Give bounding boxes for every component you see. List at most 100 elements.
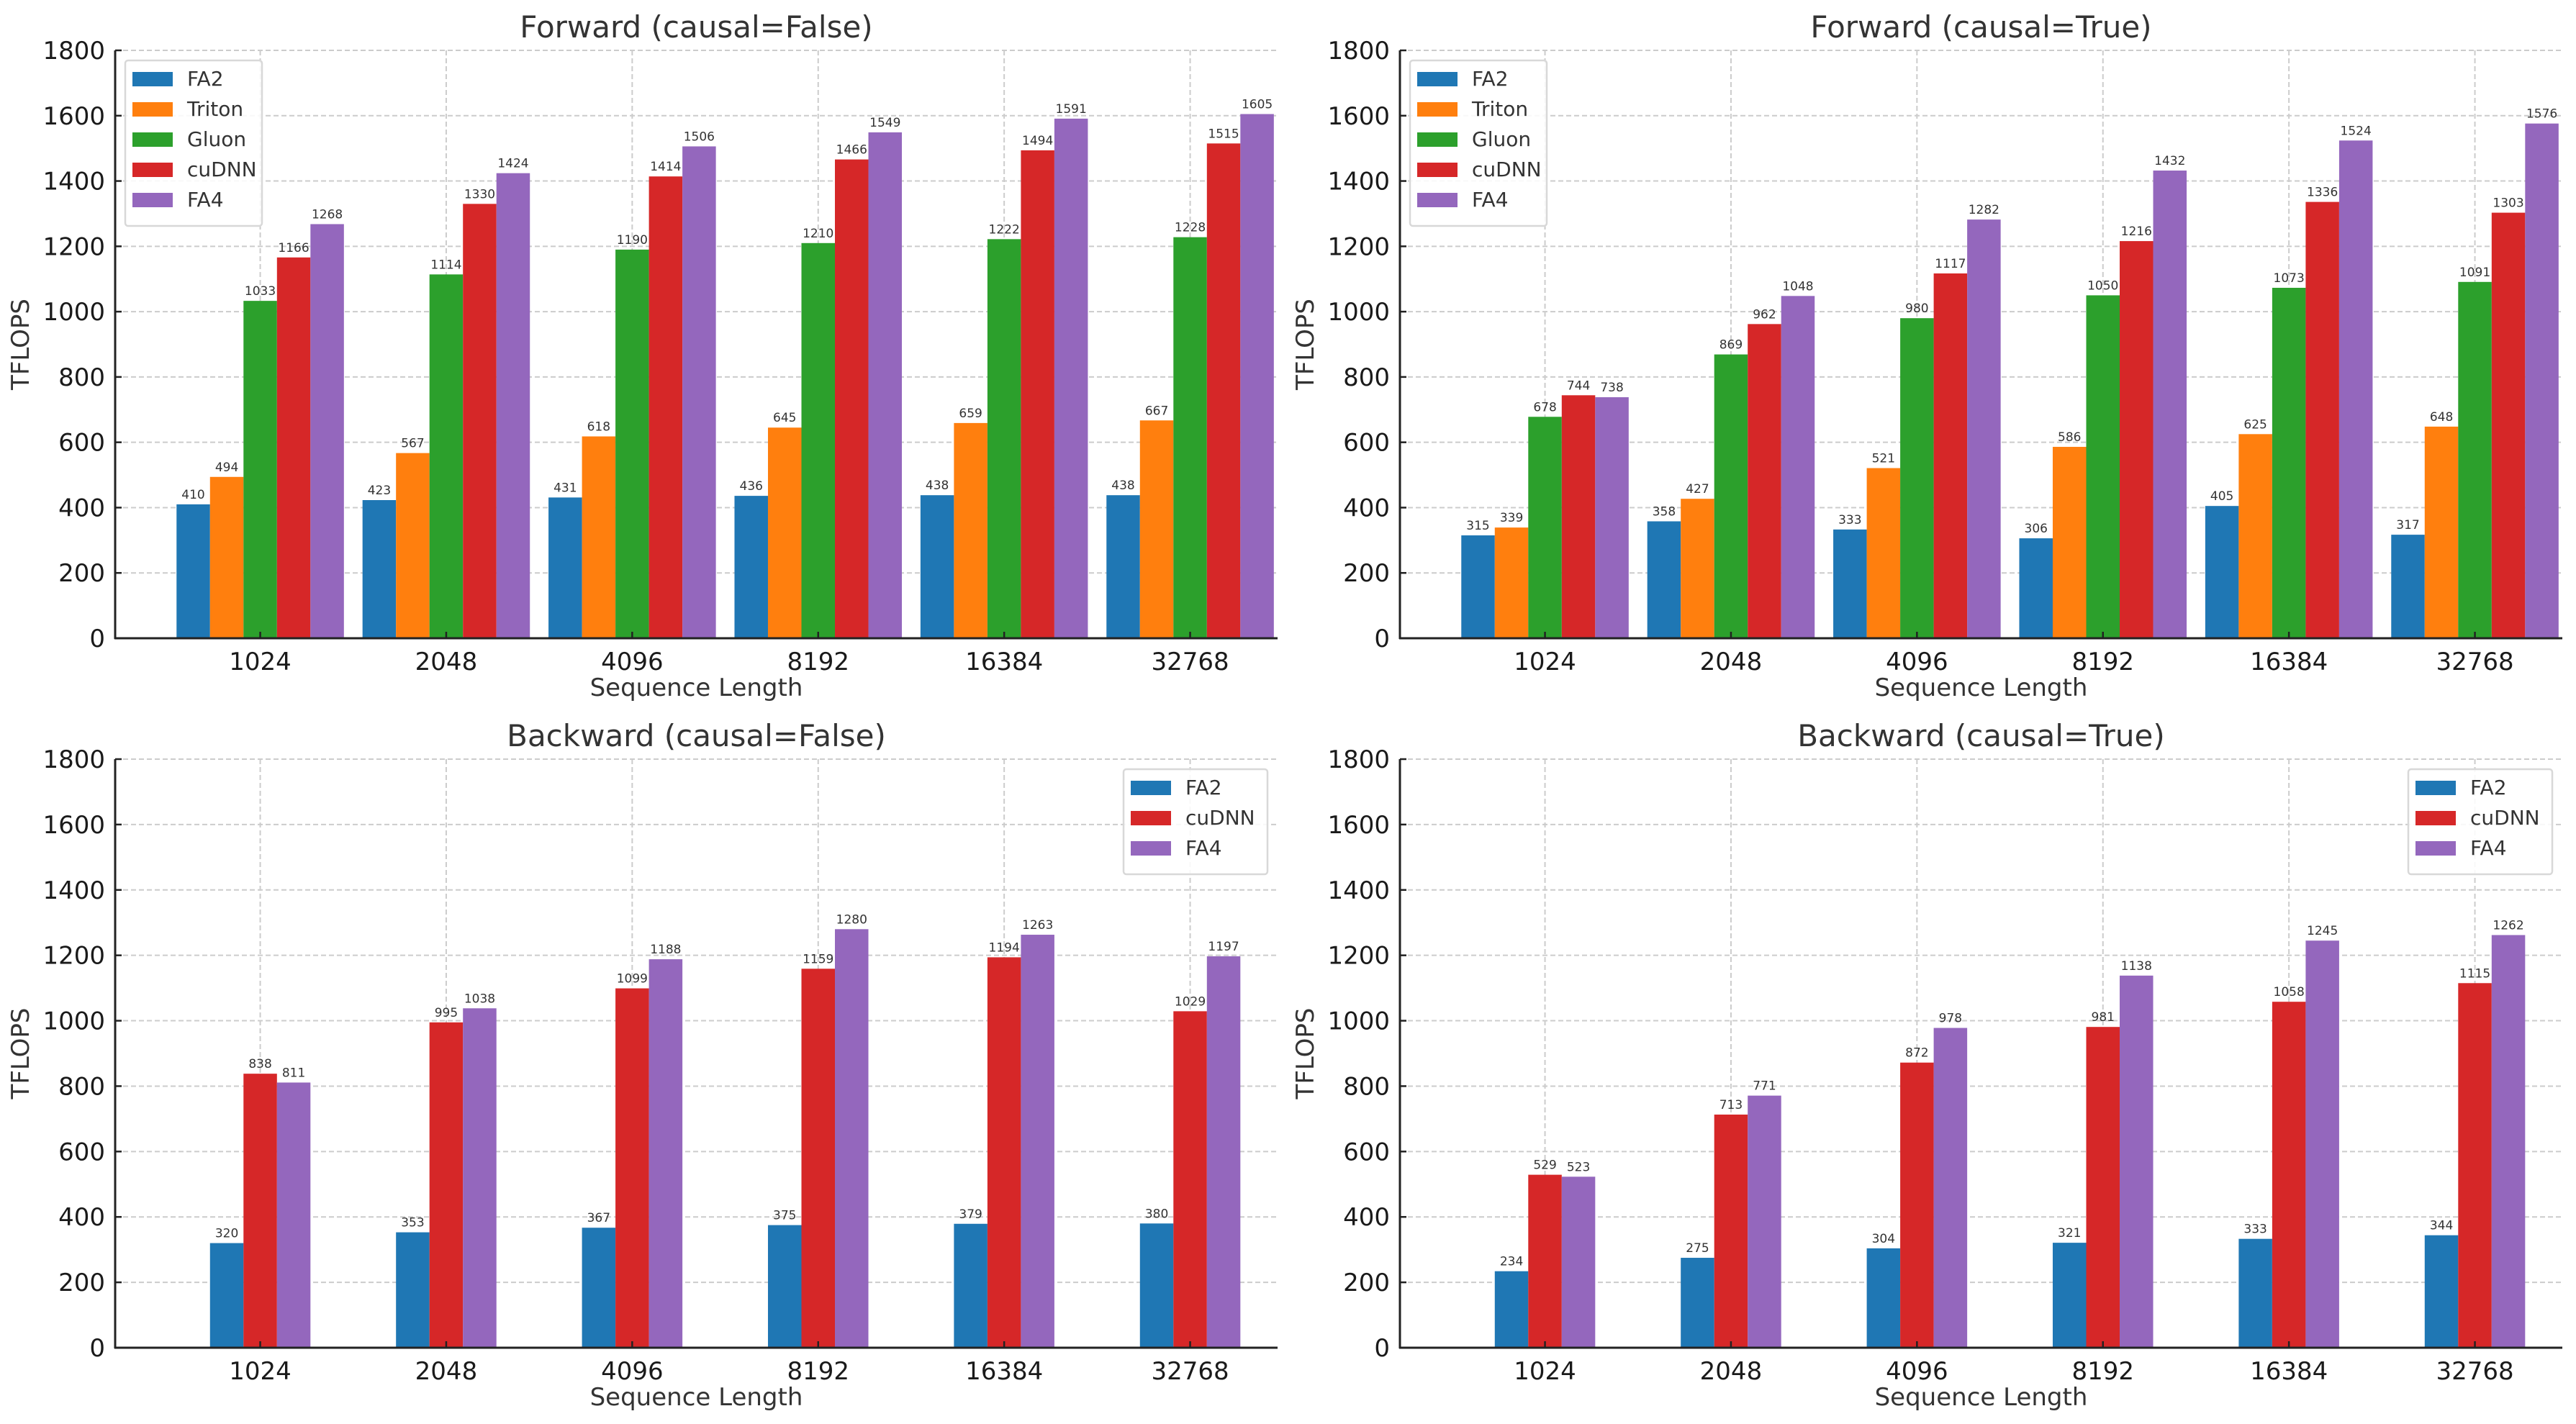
y-tick-label: 1800: [1327, 37, 1390, 65]
y-tick-label: 0: [1374, 1334, 1390, 1363]
data-label: 1466: [836, 143, 867, 158]
bar-fa4-16384: [2338, 140, 2373, 639]
data-label: 494: [215, 461, 238, 475]
y-tick-label: 0: [1374, 625, 1390, 653]
bar-gluon-16384: [2272, 287, 2306, 638]
bar-fa2-32768: [1139, 1223, 1174, 1348]
bar-fa4-4096: [1967, 219, 2001, 638]
legend-label: cuDNN: [187, 158, 257, 181]
bar-triton-1024: [1494, 527, 1529, 638]
x-tick-label: 4096: [601, 1357, 664, 1386]
y-axis-label: TFLOPS: [1291, 299, 1320, 391]
y-tick-label: 200: [1343, 1269, 1390, 1297]
chart-title: Forward (causal=True): [1810, 9, 2151, 45]
bars: 315 358 333 306 405 317 339 427 521 586 625 648 678 8…: [1461, 107, 2559, 639]
bar-fa4-32768: [1240, 114, 1274, 639]
data-label: 1424: [497, 157, 528, 171]
y-tick-label: 1400: [42, 876, 105, 905]
legend-label: cuDNN: [1472, 158, 1542, 181]
data-label: 1506: [684, 130, 715, 144]
data-label: 1245: [2307, 924, 2338, 938]
x-tick-label: 32768: [2436, 648, 2513, 676]
legend-swatch-fa2: [2415, 781, 2456, 795]
y-tick-label: 1800: [1327, 745, 1390, 774]
data-label: 321: [2058, 1226, 2081, 1241]
bar-cudnn-8192: [801, 969, 836, 1348]
bar-triton-8192: [767, 427, 802, 638]
legend-swatch-triton: [1417, 102, 1458, 117]
y-axis-label: TFLOPS: [6, 1008, 35, 1100]
bar-fa4-16384: [1021, 935, 1054, 1348]
y-tick-label: 1800: [42, 37, 105, 65]
data-label: 1197: [1208, 940, 1239, 954]
data-label: 1549: [869, 116, 900, 130]
data-label: 1262: [2493, 918, 2523, 933]
data-label: 1138: [2121, 959, 2152, 974]
legend-swatch-fa2: [1417, 72, 1458, 86]
bar-fa2-4096: [1833, 529, 1867, 638]
chart-title: Backward (causal=True): [1797, 718, 2165, 753]
bar-cudnn-4096: [1933, 273, 1968, 638]
legend-label: FA4: [1185, 836, 1222, 860]
x-tick-label: 4096: [1886, 1357, 1948, 1386]
bar-cudnn-32768: [2491, 212, 2526, 638]
legend-box: [124, 59, 263, 227]
chart-panel-1: 315 358 333 306 405 317 339 427 521 586 625 648 678 8…: [1291, 9, 2562, 702]
legend-swatch-fa4: [2415, 841, 2456, 856]
bar-triton-1024: [209, 476, 244, 638]
data-label: 869: [1719, 338, 1743, 353]
data-label: 1330: [464, 187, 495, 201]
bar-cudnn-8192: [2120, 241, 2154, 638]
data-label: 978: [1939, 1012, 1962, 1026]
data-label: 995: [435, 1006, 458, 1020]
data-label: 380: [1145, 1207, 1168, 1221]
bar-gluon-1024: [1528, 417, 1562, 638]
x-tick-label: 16384: [965, 1357, 1043, 1386]
data-label: 1210: [803, 227, 833, 241]
legend-swatch-cudnn: [132, 163, 173, 177]
y-tick-label: 800: [58, 1072, 105, 1101]
y-tick-label: 800: [1343, 1072, 1390, 1101]
legend-box: [1409, 59, 1548, 227]
data-label: 744: [1567, 378, 1590, 393]
x-axis-label: Sequence Length: [1875, 674, 2088, 702]
x-tick-label: 4096: [1886, 648, 1948, 676]
legend-swatch-cudnn: [1417, 163, 1458, 177]
legend-label: FA2: [187, 67, 224, 91]
y-tick-label: 1000: [1327, 1007, 1390, 1036]
data-label: 771: [1753, 1079, 1776, 1094]
bar-cudnn-4096: [648, 176, 683, 638]
bar-fa4-1024: [1595, 397, 1629, 638]
legend-label: cuDNN: [2470, 806, 2540, 830]
bar-gluon-2048: [1714, 354, 1748, 638]
bar-cudnn-2048: [463, 204, 497, 639]
legend-swatch-gluon: [132, 132, 173, 147]
x-tick-label: 1024: [1514, 1357, 1576, 1386]
y-tick-label: 1600: [1327, 102, 1390, 131]
bar-fa2-2048: [396, 1232, 430, 1348]
bar-fa2-2048: [362, 500, 397, 638]
legend-swatch-fa2: [1131, 781, 1171, 795]
data-label: 405: [2210, 489, 2233, 504]
bar-fa4-2048: [1748, 1095, 1781, 1348]
data-label: 275: [1686, 1241, 1709, 1256]
data-label: 438: [926, 479, 949, 493]
data-label: 1038: [464, 992, 495, 1006]
legend-label: Triton: [1471, 97, 1528, 121]
bar-fa4-2048: [1781, 296, 1815, 638]
data-label: 1515: [1208, 127, 1239, 141]
bars: 234 275 304 321 333 344 529 713 872 981 1058 1115 52…: [1494, 918, 2526, 1348]
bar-fa2-8192: [767, 1225, 802, 1348]
bar-fa2-8192: [2052, 1243, 2087, 1348]
data-label: 567: [401, 437, 424, 451]
legend-label: Gluon: [187, 127, 246, 151]
bar-fa2-4096: [582, 1228, 616, 1348]
data-label: 1117: [1935, 257, 1966, 271]
legend-label: FA4: [187, 188, 224, 212]
bar-fa4-4096: [682, 146, 716, 638]
y-tick-label: 1400: [1327, 168, 1390, 196]
bar-cudnn-16384: [2272, 1002, 2306, 1348]
bar-fa2-8192: [2019, 538, 2053, 638]
data-label: 1576: [2526, 107, 2557, 122]
bar-gluon-32768: [2458, 281, 2492, 638]
